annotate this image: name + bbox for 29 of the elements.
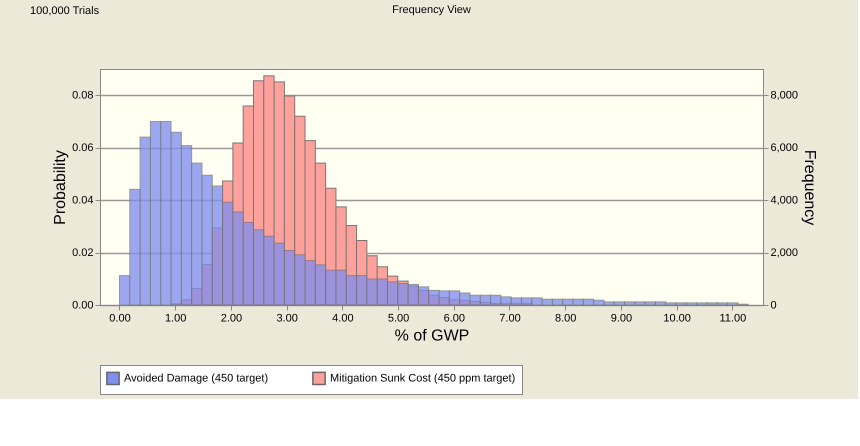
y2-tick-label: 0 — [770, 300, 777, 312]
y-tick-label: 0.06 — [72, 142, 94, 154]
x-axis-title: % of GWP — [394, 328, 470, 344]
y2-axis-title: Frequency — [801, 150, 818, 226]
y-tick-label: 0.08 — [72, 90, 94, 102]
x-tick-label: 4.00 — [332, 312, 354, 324]
x-tick-label: 5.00 — [388, 312, 410, 324]
y-tick-label: 0.00 — [72, 300, 94, 312]
x-tick-label: 9.00 — [610, 312, 632, 324]
text: 100,000 Trials — [30, 5, 100, 17]
x-tick-label: 6.00 — [444, 312, 465, 324]
x-tick-label: 1.00 — [165, 312, 186, 324]
y2-tick-label: 2,000 — [770, 247, 798, 260]
x-tick-label: 11.00 — [720, 312, 746, 324]
legend-label: Avoided Damage (450 target) — [124, 372, 268, 384]
y2-tick-label: 4,000 — [770, 194, 798, 207]
x-tick-label: 10.00 — [663, 312, 691, 324]
x-tick-label: 7.00 — [499, 312, 521, 324]
x-tick-label: 8.00 — [555, 312, 576, 324]
y-axis-title: Probability — [52, 150, 70, 225]
x-tick-label: 3.00 — [276, 312, 298, 324]
y2-tick-label: 8,000 — [770, 90, 798, 102]
legend-label: Mitigation Sunk Cost (450 ppm target) — [330, 372, 516, 384]
x-tick-label: 2.00 — [220, 312, 242, 324]
y-tick-label: 0.04 — [72, 194, 94, 207]
y2-tick-label: 6,000 — [770, 142, 798, 154]
chart-title: Frequency View — [392, 4, 471, 16]
x-tick-label: 0.00 — [109, 312, 131, 324]
y-tick-label: 0.02 — [72, 247, 94, 260]
